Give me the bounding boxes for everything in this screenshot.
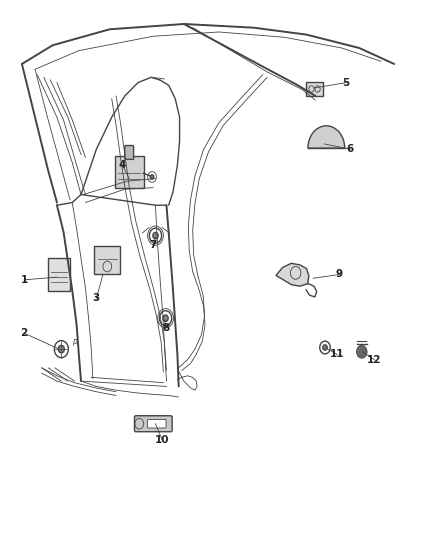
Text: p: p	[72, 337, 77, 346]
FancyBboxPatch shape	[125, 146, 134, 159]
Circle shape	[323, 345, 327, 350]
Circle shape	[163, 315, 168, 321]
Text: 2: 2	[21, 328, 28, 338]
FancyBboxPatch shape	[115, 156, 144, 188]
Text: 7: 7	[150, 240, 157, 250]
FancyBboxPatch shape	[306, 82, 323, 96]
Circle shape	[58, 345, 64, 353]
Text: 6: 6	[347, 144, 354, 154]
Text: 1: 1	[21, 275, 28, 285]
Circle shape	[150, 175, 154, 179]
Text: 12: 12	[367, 355, 382, 365]
Text: 10: 10	[155, 435, 170, 445]
Circle shape	[357, 345, 367, 358]
Text: 4: 4	[119, 160, 126, 170]
FancyBboxPatch shape	[148, 419, 166, 428]
Wedge shape	[308, 126, 345, 148]
Polygon shape	[276, 263, 309, 286]
Text: 11: 11	[330, 350, 345, 359]
FancyBboxPatch shape	[134, 416, 172, 432]
Circle shape	[153, 232, 158, 239]
FancyBboxPatch shape	[48, 258, 70, 291]
Text: 9: 9	[336, 270, 343, 279]
Text: 5: 5	[343, 78, 350, 87]
FancyBboxPatch shape	[94, 246, 120, 274]
Text: 8: 8	[163, 323, 170, 333]
Text: 3: 3	[93, 294, 100, 303]
